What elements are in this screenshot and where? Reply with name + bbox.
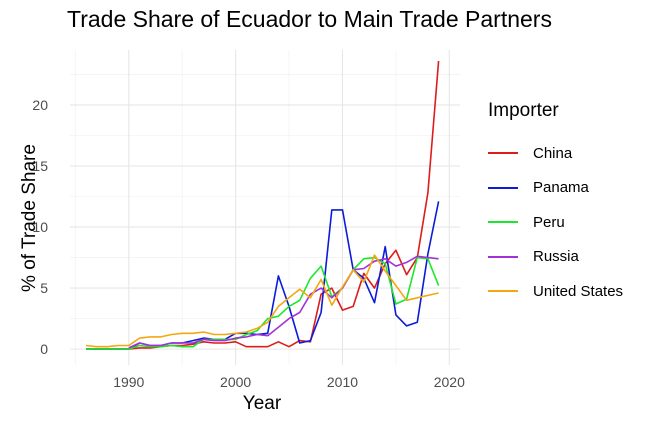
- series-line-panama: [86, 201, 440, 350]
- x-tick-label: 2020: [434, 374, 465, 390]
- y-tick-label: 15: [32, 158, 48, 174]
- legend-title: Importer: [488, 100, 559, 121]
- legend-item-panama: Panama: [488, 171, 623, 206]
- y-tick-label: 10: [32, 219, 48, 235]
- x-tick-label: 2010: [327, 374, 358, 390]
- series-line-russia: [128, 255, 439, 349]
- series-line-china: [86, 60, 440, 350]
- chart-title: Trade Share of Ecuador to Main Trade Par…: [67, 6, 552, 32]
- legend-item-peru: Peru: [488, 205, 623, 240]
- legend-key-china: [488, 152, 518, 155]
- x-tick-label: 1990: [113, 374, 144, 390]
- y-axis-label: % of Trade Share: [19, 144, 40, 292]
- series-line-united-states: [85, 254, 439, 348]
- legend-key-russia: [488, 255, 518, 258]
- legend-item-russia: Russia: [488, 240, 623, 275]
- legend-label-russia: Russia: [533, 248, 579, 266]
- legend-item-china: China: [488, 136, 623, 171]
- legend-key-panama: [488, 186, 518, 189]
- legend: Importer China Panama Peru Russia United Sta…: [488, 100, 623, 309]
- legend-item-united-states: United States: [488, 274, 623, 309]
- y-tick-label: 20: [32, 97, 48, 113]
- y-tick-label: 0: [40, 341, 48, 357]
- x-tick-label: 2000: [220, 374, 251, 390]
- legend-key-united-states: [488, 290, 518, 293]
- legend-label-china: China: [533, 144, 573, 162]
- legend-label-peru: Peru: [533, 213, 565, 231]
- legend-label-united-states: United States: [533, 282, 624, 300]
- y-tick-label: 5: [40, 280, 48, 296]
- legend-key-peru: [488, 221, 518, 224]
- legend-label-panama: Panama: [533, 179, 589, 197]
